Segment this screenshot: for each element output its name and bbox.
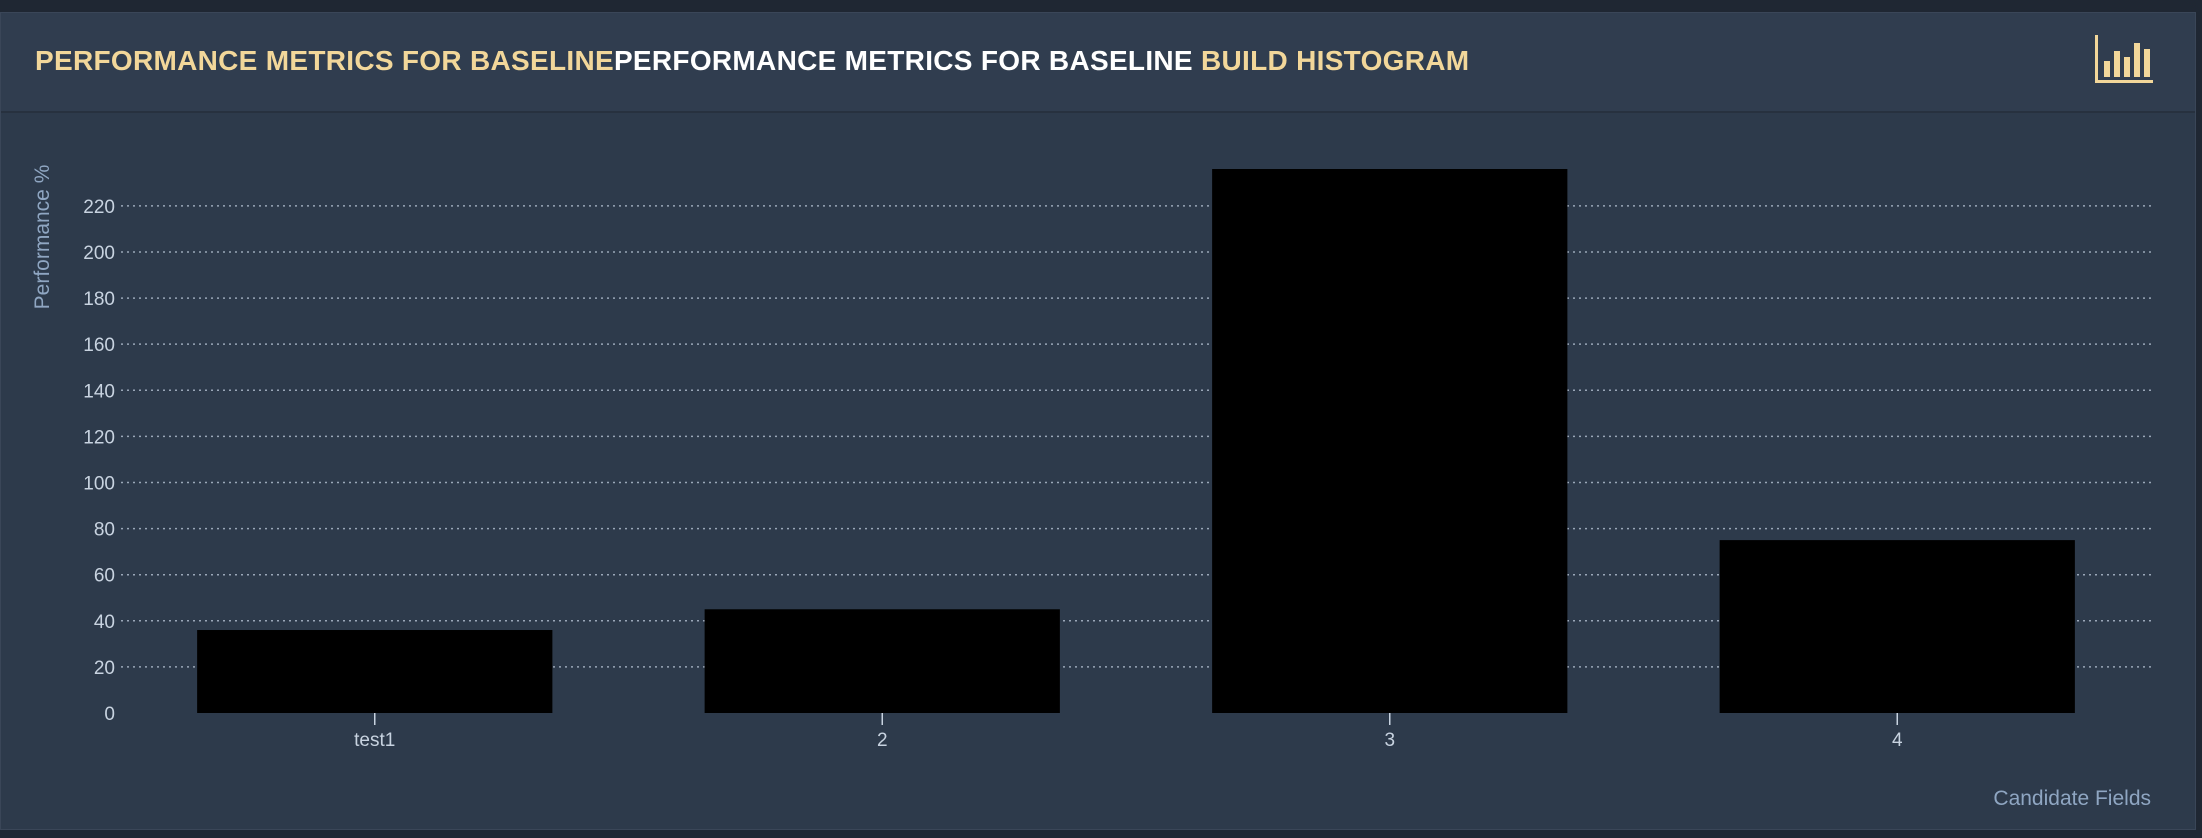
x-axis-ticks: test1 2 3 4 (354, 713, 1903, 751)
y-tick-label: 100 (83, 473, 115, 494)
y-axis-ticks: 0 20 40 60 80 100 120 140 160 180 200 220 (83, 197, 115, 725)
x-axis-label: Candidate Fields (1993, 787, 2151, 810)
bar-test1[interactable] (197, 630, 553, 713)
grid-lines (121, 205, 2151, 668)
y-tick-label: 60 (94, 566, 115, 587)
y-tick-label: 0 (104, 704, 115, 725)
y-tick-label: 40 (94, 612, 115, 633)
y-tick-label: 220 (83, 197, 115, 218)
y-tick-label: 160 (83, 335, 115, 356)
x-tick-label: 4 (1892, 730, 1903, 751)
panel-title-part-3: BUILD HISTOGRAM (1200, 45, 1470, 76)
bar-3[interactable] (1212, 169, 1568, 713)
bar-chart-icon[interactable] (2093, 35, 2155, 85)
y-axis-label: Performance % (31, 165, 54, 310)
y-tick-label: 20 (94, 658, 115, 679)
y-tick-label: 80 (94, 520, 115, 541)
x-tick-label: 2 (877, 730, 888, 751)
y-tick-label: 120 (83, 427, 115, 448)
panel-title-part-2: PERFORMANCE METRICS FOR BASELINE (613, 45, 1201, 76)
x-tick-label: test1 (354, 730, 395, 751)
x-tick-label: 3 (1384, 730, 1395, 751)
y-tick-label: 140 (83, 381, 115, 402)
chart-panel: PERFORMANCE METRICS FOR BASELINEPERFORMA… (0, 12, 2196, 830)
bar-4[interactable] (1719, 540, 2075, 713)
bars (197, 169, 2075, 713)
y-tick-label: 200 (83, 243, 115, 264)
y-tick-label: 180 (83, 289, 115, 310)
bar-2[interactable] (704, 609, 1060, 713)
panel-header: PERFORMANCE METRICS FOR BASELINEPERFORMA… (1, 13, 2195, 113)
panel-title-part-1: PERFORMANCE METRICS FOR BASELINE (35, 45, 614, 76)
panel-title: PERFORMANCE METRICS FOR BASELINEPERFORMA… (35, 45, 1469, 77)
